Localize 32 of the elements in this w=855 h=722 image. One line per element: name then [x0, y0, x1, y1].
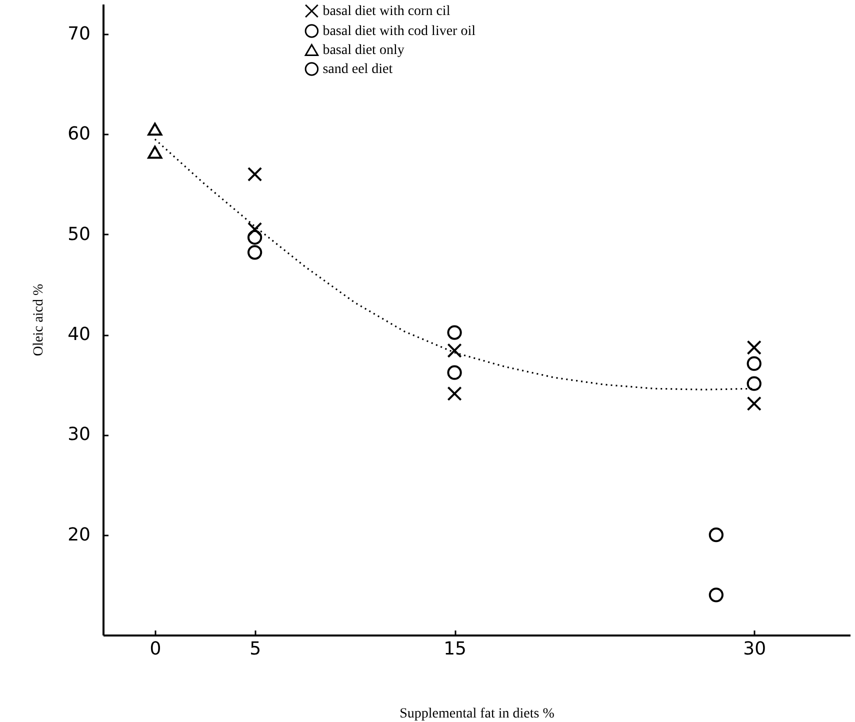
legend-label: basal diet only — [322, 43, 404, 58]
y-tick-label: 30 — [68, 424, 90, 446]
y-tick-label: 70 — [68, 24, 90, 45]
legend-label: basal diet with cod liver oil — [322, 24, 476, 39]
point — [247, 222, 262, 237]
legend-label: sand eel diet — [322, 62, 393, 77]
x-tick-label: 5 — [250, 638, 262, 660]
point — [708, 588, 724, 602]
point — [447, 365, 462, 380]
x-tick-label: 0 — [150, 638, 162, 660]
point — [447, 386, 462, 401]
point — [447, 343, 462, 358]
y-tick-label: 40 — [68, 324, 90, 346]
x-axis-title: Supplemental fat in diets % — [400, 706, 555, 722]
x-tick-label: 30 — [743, 638, 766, 660]
point — [708, 528, 724, 542]
y-tick-label: 20 — [68, 524, 90, 546]
point — [247, 230, 262, 245]
y-axis-title: Oleic aicd % — [32, 284, 47, 356]
x-tick-label: 15 — [444, 638, 466, 660]
point — [148, 122, 162, 136]
point — [746, 340, 762, 355]
y-tick-label: 50 — [68, 224, 90, 245]
legend-label: basal diet with corn cil — [322, 4, 450, 19]
point — [148, 146, 162, 159]
point — [247, 245, 262, 260]
point — [746, 356, 762, 371]
point — [447, 325, 462, 340]
point — [247, 166, 262, 182]
point — [746, 396, 762, 411]
y-tick-label: 60 — [68, 124, 90, 145]
point — [746, 376, 762, 391]
